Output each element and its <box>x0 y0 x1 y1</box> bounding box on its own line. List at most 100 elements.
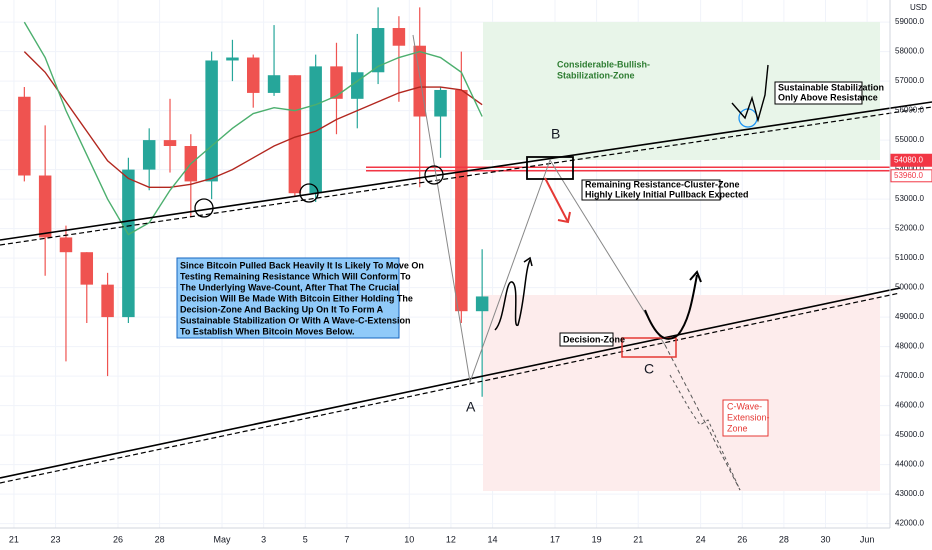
arrow <box>557 211 571 224</box>
candle-body <box>142 140 156 170</box>
y-tick-label: 49000.0 <box>895 312 924 321</box>
x-tick-label: 21 <box>9 534 19 544</box>
candle-body <box>205 60 218 182</box>
plot <box>18 7 890 397</box>
note: Zone <box>727 423 748 433</box>
candle-body <box>351 72 364 99</box>
currency: USD <box>910 3 927 12</box>
y-tick-label: 50000.0 <box>895 283 924 292</box>
y-tick-label: 47000.0 <box>895 371 924 380</box>
circle <box>299 183 319 203</box>
note: Decision-Zone <box>563 334 625 344</box>
y-tick-label: 43000.0 <box>895 489 924 498</box>
note-box <box>581 179 721 201</box>
wave-label: B <box>551 126 560 142</box>
candle-body <box>371 28 385 73</box>
arrow <box>731 64 769 123</box>
candle-body <box>288 75 302 194</box>
x-tick-label: 28 <box>155 534 165 544</box>
x-tick-label: 10 <box>404 534 414 544</box>
note: Decision-Zone And Backing Up On It To Fo… <box>180 304 384 314</box>
note: To Establish When Bitcoin Moves Below. <box>180 326 355 336</box>
candle-body <box>163 140 177 147</box>
note: Testing Remaining Resistance Which Will … <box>180 271 411 281</box>
x-tick-label: 28 <box>779 534 789 544</box>
note: Sustainable Stabilization <box>778 82 884 92</box>
candle-body <box>59 237 73 253</box>
candle-body <box>101 284 114 318</box>
candle-body <box>413 45 426 117</box>
x-tick-label: 23 <box>51 534 61 544</box>
trendline <box>0 292 901 484</box>
y-tick-label: 51000.0 <box>895 253 924 262</box>
arrow <box>523 256 533 267</box>
x-tick-label: 26 <box>737 534 747 544</box>
candle-body <box>434 89 447 117</box>
note: Sustainable Stabilization Or With A Wave… <box>180 315 410 325</box>
x-tick-label: 30 <box>820 534 830 544</box>
note: Decision Will Be Made With Bitcoin Eithe… <box>180 293 413 303</box>
note-box <box>559 332 614 347</box>
note: Considerable-Bullish- <box>557 59 650 69</box>
circle <box>424 165 444 185</box>
note: Stabilization-Zone <box>557 70 635 80</box>
y-tick-label: 56000.0 <box>895 106 924 115</box>
x-tick-label: 7 <box>344 534 349 544</box>
note: Remaining Resistance-Cluster-Zone <box>585 179 740 189</box>
note-box <box>774 81 863 105</box>
drawings <box>0 34 932 491</box>
candle-body <box>392 28 406 46</box>
candle-body <box>267 75 281 93</box>
summary-box <box>176 257 400 339</box>
wave-label: C <box>644 361 654 377</box>
y-tick-label: 54000.0 <box>895 165 924 174</box>
candle-body <box>475 296 489 312</box>
candle-body <box>247 57 260 93</box>
arrow <box>494 259 531 331</box>
y-tick-label: 52000.0 <box>895 224 924 233</box>
candle-body <box>122 169 135 318</box>
candle-body <box>330 66 343 99</box>
decision-box <box>621 337 677 358</box>
x-tick-label: 3 <box>261 534 266 544</box>
wave-projection <box>669 374 741 491</box>
price-label: 53960.0 <box>894 171 923 180</box>
arrow <box>544 177 569 223</box>
extension-zone <box>483 295 880 491</box>
annotations: B C A Decision-Zone Considerable-Bullish… <box>180 59 884 433</box>
candle-body <box>80 252 94 285</box>
resistance-box <box>526 156 574 180</box>
arrow <box>644 274 698 340</box>
candle-body <box>455 89 468 312</box>
y-tick-label: 59000.0 <box>895 17 924 26</box>
y-tick-label: 58000.0 <box>895 47 924 56</box>
moving-average <box>23 21 483 236</box>
price-label: 54080.0 <box>894 155 923 164</box>
y-tick-label: 46000.0 <box>895 401 924 410</box>
circle <box>194 198 214 218</box>
candle-body <box>309 66 322 194</box>
note: Highly Likely Initial Pullback Expected <box>585 189 749 199</box>
x-tick-label: 24 <box>696 534 706 544</box>
candle-body <box>38 175 52 238</box>
x-tick-label: 14 <box>488 534 498 544</box>
note: Only Above Resistance <box>778 92 878 102</box>
x-tick-label: 21 <box>633 534 643 544</box>
x-tick-label: 19 <box>592 534 602 544</box>
x-tick-label: May <box>214 534 232 544</box>
note: The Underlying Wave-Count, After That Th… <box>180 282 399 292</box>
trendline <box>0 106 932 246</box>
y-tick-label: 44000.0 <box>895 460 924 469</box>
arrow <box>689 270 702 283</box>
y-tick-label: 53000.0 <box>895 194 924 203</box>
wave-path <box>412 34 666 384</box>
x-tick-label: 5 <box>303 534 308 544</box>
note: Extension- <box>727 412 770 422</box>
x-tick-label: 12 <box>446 534 456 544</box>
candle-body <box>226 57 239 61</box>
wave-projection <box>664 344 741 491</box>
note: C-Wave- <box>727 401 762 411</box>
wave-label: A <box>466 399 476 415</box>
trendline <box>0 287 901 479</box>
